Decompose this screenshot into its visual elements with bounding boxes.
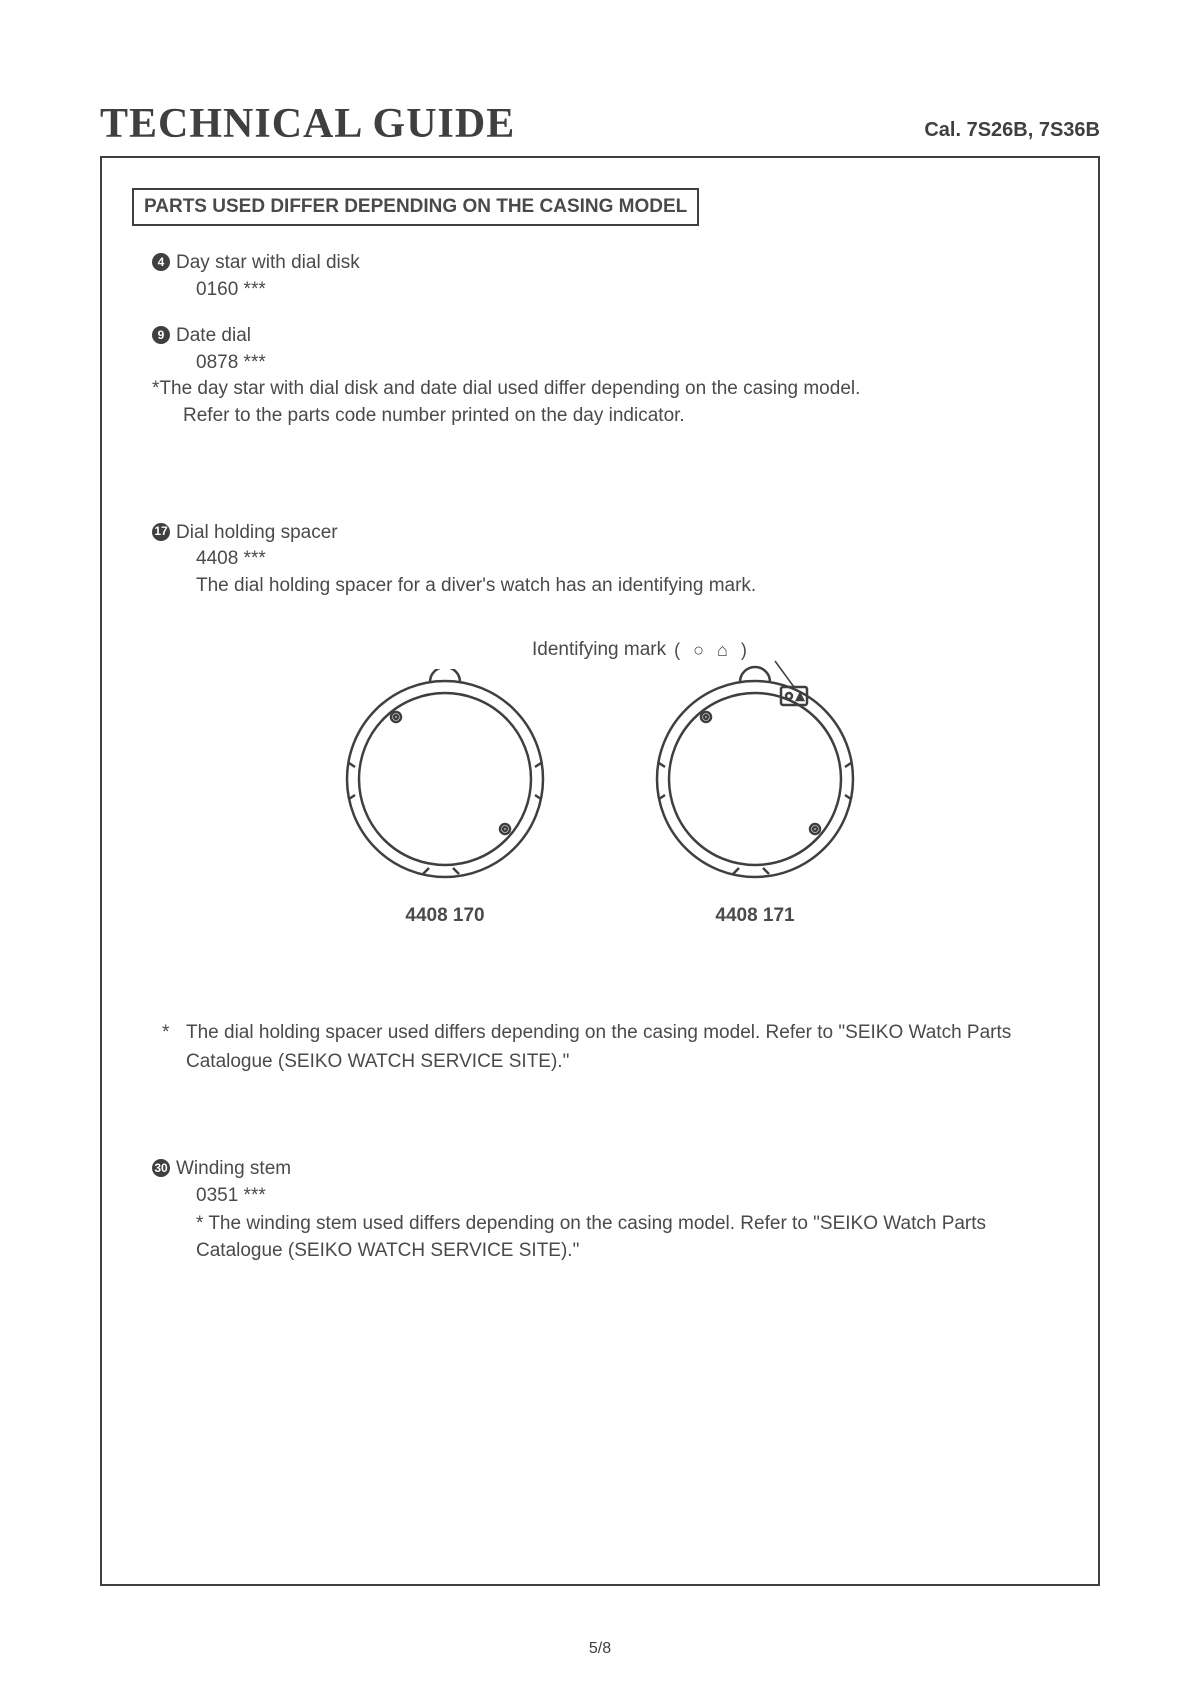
- part-item-30: 30 Winding stem 0351 *** * The winding s…: [152, 1156, 1068, 1264]
- bullet-icon: 17: [152, 523, 170, 541]
- part-name: Winding stem: [176, 1156, 291, 1183]
- asterisk-icon: *: [162, 1019, 186, 1076]
- part-code: 0351 ***: [196, 1183, 1068, 1210]
- ring-diagram-right: 4408 171: [645, 669, 865, 927]
- bullet-icon: 4: [152, 253, 170, 271]
- bullet-icon: 30: [152, 1159, 170, 1177]
- note-line: *The day star with dial disk and date di…: [152, 376, 1068, 403]
- winding-note: * The winding stem used differs dependin…: [196, 1210, 1068, 1265]
- note-day-date: *The day star with dial disk and date di…: [152, 376, 1068, 429]
- spacer-footnote: * The dial holding spacer used differs d…: [162, 1019, 1068, 1076]
- part-desc: The dial holding spacer for a diver's wa…: [196, 573, 1068, 600]
- calibre-label: Cal. 7S26B, 7S36B: [924, 119, 1100, 148]
- note-line: Refer to the parts code number printed o…: [183, 403, 1068, 430]
- page-header: TECHNICAL GUIDE Cal. 7S26B, 7S36B: [100, 100, 1100, 148]
- spacer-ring-icon: [335, 669, 555, 889]
- spacer-note-text: The dial holding spacer used differs dep…: [186, 1019, 1068, 1076]
- part-code: 0878 ***: [196, 350, 1068, 377]
- ring-caption-left: 4408 170: [335, 905, 555, 927]
- part-name: Date dial: [176, 323, 251, 350]
- part-item-17: 17 Dial holding spacer 4408 *** The dial…: [152, 520, 1068, 600]
- section-heading: PARTS USED DIFFER DEPENDING ON THE CASIN…: [132, 188, 699, 226]
- part-item-9: 9 Date dial 0878 ***: [152, 323, 1068, 376]
- identifying-mark-label: Identifying mark ( ○ ⌂ ): [532, 639, 751, 661]
- content-frame: PARTS USED DIFFER DEPENDING ON THE CASIN…: [100, 156, 1100, 1586]
- page-number: 5/8: [0, 1640, 1200, 1658]
- identifying-symbols-icon: ( ○ ⌂ ): [674, 640, 751, 661]
- part-name: Dial holding spacer: [176, 520, 338, 547]
- part-item-4: 4 Day star with dial disk 0160 ***: [152, 250, 1068, 303]
- ring-diagram-left: 4408 170: [335, 669, 555, 927]
- spacer-ring-icon: [645, 669, 865, 889]
- ring-caption-right: 4408 171: [645, 905, 865, 927]
- part-code: 0160 ***: [196, 277, 1068, 304]
- part-code: 4408 ***: [196, 546, 1068, 573]
- bullet-icon: 9: [152, 326, 170, 344]
- part-name: Day star with dial disk: [176, 250, 360, 277]
- identifying-text: Identifying mark: [532, 639, 666, 661]
- diagram-area: Identifying mark ( ○ ⌂ ): [132, 639, 1068, 959]
- doc-title: TECHNICAL GUIDE: [100, 100, 515, 148]
